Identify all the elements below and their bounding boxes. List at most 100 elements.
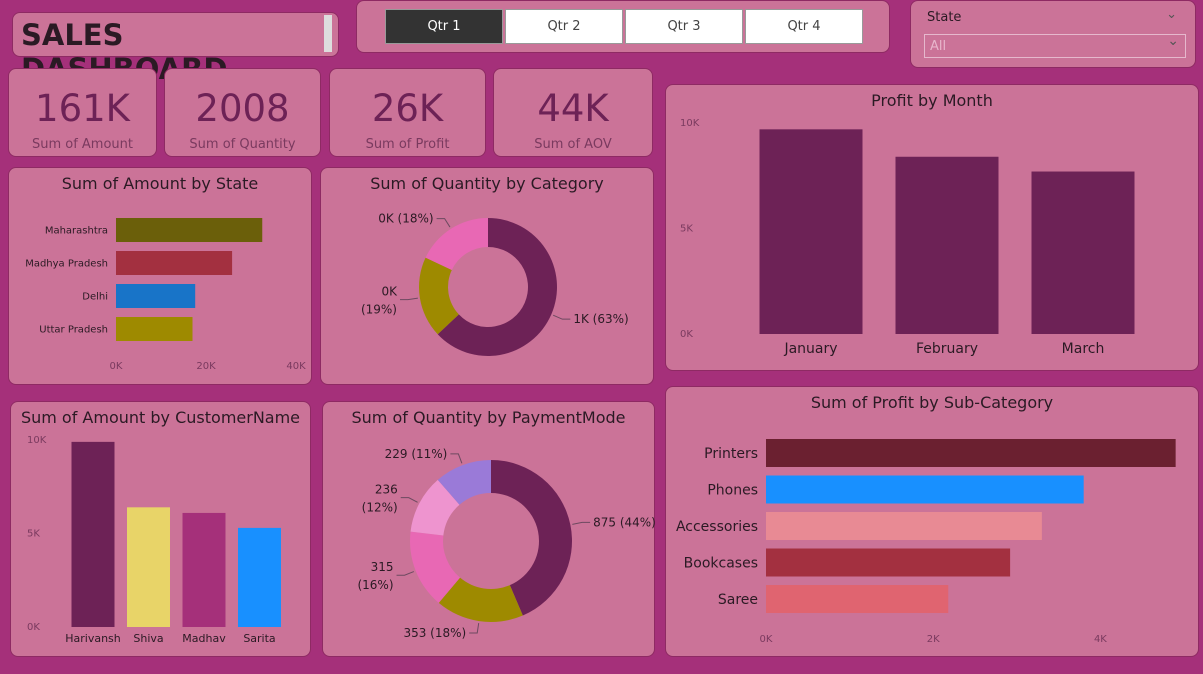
bar xyxy=(182,512,226,627)
leader-line xyxy=(396,571,415,576)
kpi-label: Sum of Profit xyxy=(365,137,450,152)
bar xyxy=(116,251,233,275)
slice-label: 229 (11%) xyxy=(385,447,448,461)
quarter-button-1[interactable]: Qtr 1 xyxy=(385,9,503,44)
x-tick-label: 20K xyxy=(196,361,216,372)
profit-by-month-chart: January February March 0K 5K 10K xyxy=(680,118,1135,357)
kpi-value: 26K xyxy=(371,87,444,130)
y-tick-label: 0K xyxy=(680,329,693,340)
chart-card-quantity-by-paymentmode: Sum of Quantity by PaymentMode 875 (44%)… xyxy=(322,401,656,657)
bar xyxy=(238,527,281,627)
donut-slice xyxy=(410,531,461,603)
quarter-slicer: Qtr 1 Qtr 2 Qtr 3 Qtr 4 xyxy=(356,0,890,53)
chart-card-amount-by-state: Sum of Amount by State Maharashtra Madhya… xyxy=(8,167,312,385)
x-tick-label: 0K xyxy=(110,361,123,372)
chart-card-profit-by-month: Profit by Month January February March 0K 5K… xyxy=(665,84,1199,371)
slice-label: 236 xyxy=(375,483,398,497)
leader-line xyxy=(400,497,418,503)
bar xyxy=(116,317,193,341)
donut-slice xyxy=(419,257,459,335)
donut-slice xyxy=(437,218,557,356)
bar xyxy=(766,512,1042,540)
bar xyxy=(766,439,1176,467)
kpi-value: 161K xyxy=(35,87,130,130)
category-label: Madhav xyxy=(182,632,226,645)
state-slicer: State ⌄ All ⌄ xyxy=(910,0,1196,68)
category-label: March xyxy=(1062,341,1105,357)
amount-by-customer-chart: Harivansh Shiva Madhav Sarita 0K 5K 10K xyxy=(27,435,281,645)
quarter-button-2[interactable]: Qtr 2 xyxy=(505,9,623,44)
donut-slice xyxy=(438,577,523,622)
category-label: Saree xyxy=(718,592,758,608)
leader-line xyxy=(552,314,571,320)
title-scroll-handle xyxy=(324,15,332,52)
y-tick-label: 10K xyxy=(680,118,700,129)
category-label: Harivansh xyxy=(65,632,121,645)
bar xyxy=(71,441,115,627)
bar xyxy=(766,475,1084,504)
chevron-down-icon: ⌄ xyxy=(1167,33,1179,49)
slice-label: (19%) xyxy=(361,303,397,317)
slice-label: 315 xyxy=(371,560,394,574)
category-label: Phones xyxy=(707,482,758,498)
quarter-button-4[interactable]: Qtr 4 xyxy=(745,9,863,44)
category-label: Accessories xyxy=(676,519,758,535)
y-tick-label: 5K xyxy=(27,529,40,540)
kpi-label: Sum of AOV xyxy=(534,137,612,152)
slice-label: 875 (44%) xyxy=(593,515,656,529)
kpi-label: Sum of Quantity xyxy=(189,137,296,152)
title-card: SALES DASHBOARD xyxy=(12,12,339,86)
category-label: Delhi xyxy=(82,292,108,303)
donut-slice xyxy=(437,460,491,505)
collapse-chevron-icon[interactable]: ⌄ xyxy=(1166,7,1177,22)
kpi-card-profit: 26K Sum of Profit xyxy=(329,68,486,157)
state-slicer-label: State xyxy=(927,10,962,25)
bar xyxy=(116,218,263,242)
slice-label: 0K xyxy=(381,285,398,299)
slice-label: (16%) xyxy=(357,578,393,592)
category-label: Bookcases xyxy=(684,555,758,571)
state-dropdown[interactable]: All ⌄ xyxy=(924,33,1186,58)
x-tick-label: 2K xyxy=(927,634,940,645)
leader-line xyxy=(436,218,451,228)
donut-slice xyxy=(491,460,572,616)
y-tick-label: 0K xyxy=(27,622,40,633)
bar xyxy=(766,548,1011,577)
leader-line xyxy=(572,521,591,525)
quarter-button-3[interactable]: Qtr 3 xyxy=(625,9,743,44)
slice-label: 353 (18%) xyxy=(403,626,466,640)
category-label: January xyxy=(783,341,837,357)
donut-slice xyxy=(425,218,488,270)
category-label: Printers xyxy=(704,446,758,462)
chart-card-quantity-by-category: Sum of Quantity by Category 1K (63%) 0K (1… xyxy=(320,167,654,385)
x-tick-label: 4K xyxy=(1094,634,1107,645)
kpi-card-amount: 161K Sum of Amount xyxy=(8,68,157,157)
x-tick-label: 40K xyxy=(286,361,306,372)
state-dropdown-value: All xyxy=(930,39,947,54)
slice-label: 1K (63%) xyxy=(573,312,628,326)
x-tick-label: 0K xyxy=(760,634,773,645)
chart-title: Profit by Month xyxy=(871,91,993,110)
chart-card-amount-by-customer: Sum of Amount by CustomerName Harivansh S… xyxy=(10,401,311,657)
y-tick-label: 10K xyxy=(27,435,47,446)
amount-by-state-chart: Maharashtra Madhya Pradesh Delhi Uttar Prad… xyxy=(25,218,306,372)
chart-title: Sum of Amount by State xyxy=(61,174,259,193)
leader-line xyxy=(469,623,480,634)
kpi-card-quantity: 2008 Sum of Quantity xyxy=(164,68,321,157)
bar xyxy=(766,585,949,613)
y-tick-label: 5K xyxy=(680,224,693,235)
category-label: February xyxy=(916,341,978,357)
bar xyxy=(1031,171,1135,334)
kpi-card-aov: 44K Sum of AOV xyxy=(493,68,653,157)
slice-label: 0K (18%) xyxy=(378,212,433,226)
kpi-value: 44K xyxy=(537,87,609,130)
chart-title: Sum of Profit by Sub-Category xyxy=(810,393,1054,412)
quantity-by-paymentmode-chart: 875 (44%) 353 (18%) 315 (16%) 236 (12%) 229 (1… xyxy=(357,447,656,640)
chart-title: Sum of Quantity by PaymentMode xyxy=(351,408,626,427)
leader-line xyxy=(399,297,418,301)
leader-line xyxy=(450,453,463,464)
chart-card-profit-by-subcategory: Sum of Profit by Sub-Category Printers Ph… xyxy=(665,386,1199,657)
bar xyxy=(895,156,999,334)
donut-slice xyxy=(410,479,460,536)
bar xyxy=(127,507,170,627)
